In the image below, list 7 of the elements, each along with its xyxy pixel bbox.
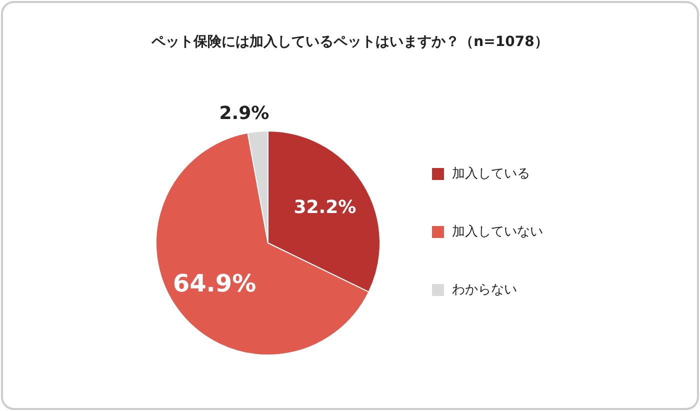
legend-label: 加入している [452, 166, 530, 182]
data-label: 32.2% [294, 196, 356, 218]
legend-label: 加入していない [452, 224, 543, 240]
data-label: 2.9% [219, 103, 270, 124]
chart-title: ペット保険には加入しているペットはいますか？（n=1078） [150, 34, 548, 50]
data-label: 64.9% [172, 270, 256, 298]
legend-label: わからない [452, 282, 517, 298]
